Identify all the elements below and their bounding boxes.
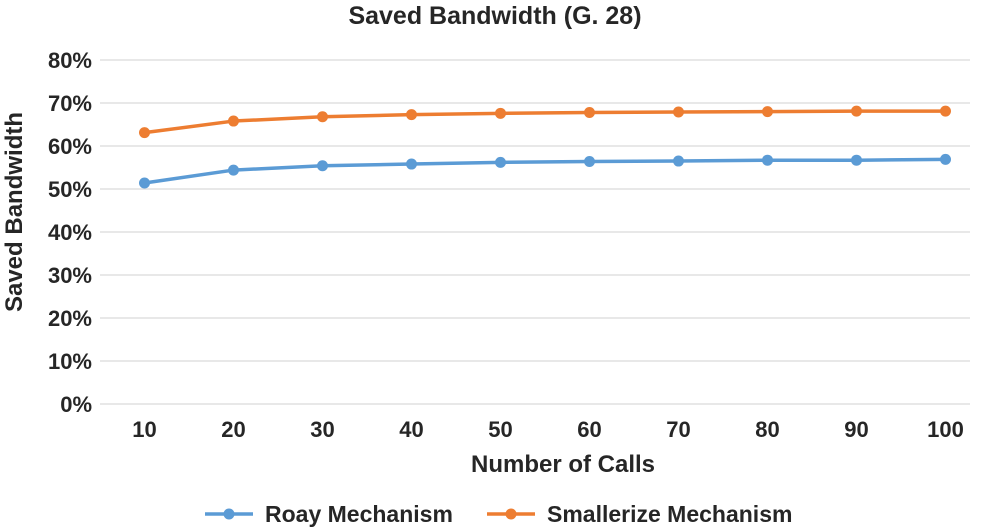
series-0 bbox=[139, 153, 951, 189]
data-point bbox=[228, 164, 239, 176]
data-point bbox=[584, 106, 595, 118]
y-tick-label: 80% bbox=[48, 48, 92, 73]
x-tick-label: 20 bbox=[221, 417, 245, 442]
chart-title: Saved Bandwidth (G. 28) bbox=[348, 2, 641, 30]
data-point bbox=[584, 155, 595, 167]
data-point bbox=[228, 115, 239, 127]
x-tick-label: 30 bbox=[310, 417, 334, 442]
gridlines bbox=[100, 59, 970, 405]
data-point bbox=[762, 106, 773, 118]
series-1 bbox=[139, 105, 951, 139]
y-tick-label: 0% bbox=[60, 392, 92, 417]
x-tick-label: 40 bbox=[399, 417, 423, 442]
data-point bbox=[317, 111, 328, 123]
data-point bbox=[139, 177, 150, 189]
x-tick-label: 100 bbox=[927, 417, 964, 442]
y-tick-label: 60% bbox=[48, 134, 92, 159]
series-lines bbox=[139, 105, 951, 189]
data-point bbox=[406, 158, 417, 170]
x-tick-label: 50 bbox=[488, 417, 512, 442]
series-line bbox=[144, 157, 946, 185]
legend-marker bbox=[505, 508, 517, 520]
y-tick-label: 10% bbox=[48, 349, 92, 374]
legend-label: Roay Mechanism bbox=[265, 501, 453, 527]
y-tick-label: 50% bbox=[48, 177, 92, 202]
y-tick-label: 20% bbox=[48, 306, 92, 331]
x-tick-label: 80 bbox=[755, 417, 779, 442]
x-tick-label: 90 bbox=[844, 417, 868, 442]
y-axis-ticks: 0% 10% 20% 30% 40% 50% 60% 70% 80% bbox=[48, 48, 92, 417]
x-tick-label: 10 bbox=[132, 417, 156, 442]
legend: Roay Mechanism Smallerize Mechanism bbox=[205, 501, 792, 527]
legend-item: Smallerize Mechanism bbox=[487, 501, 792, 527]
data-point bbox=[495, 107, 506, 119]
y-tick-label: 40% bbox=[48, 220, 92, 245]
data-point bbox=[940, 153, 951, 165]
legend-marker bbox=[223, 508, 235, 520]
data-point bbox=[317, 160, 328, 172]
data-point bbox=[673, 106, 684, 118]
data-point bbox=[495, 156, 506, 168]
y-tick-label: 30% bbox=[48, 263, 92, 288]
data-point bbox=[940, 105, 951, 117]
x-tick-label: 70 bbox=[666, 417, 690, 442]
data-point bbox=[406, 109, 417, 121]
legend-item: Roay Mechanism bbox=[205, 501, 453, 527]
data-point bbox=[851, 105, 862, 117]
data-point bbox=[762, 154, 773, 166]
x-tick-label: 60 bbox=[577, 417, 601, 442]
x-axis-ticks: 10 20 30 40 50 60 70 80 90 100 bbox=[132, 417, 964, 442]
y-axis-label: Saved Bandwidth bbox=[1, 112, 28, 312]
data-point bbox=[673, 155, 684, 167]
y-tick-label: 70% bbox=[48, 91, 92, 116]
series-line bbox=[144, 109, 946, 135]
legend-label: Smallerize Mechanism bbox=[547, 501, 792, 527]
data-point bbox=[139, 127, 150, 139]
data-point bbox=[851, 154, 862, 166]
x-axis-label: Number of Calls bbox=[471, 451, 655, 478]
